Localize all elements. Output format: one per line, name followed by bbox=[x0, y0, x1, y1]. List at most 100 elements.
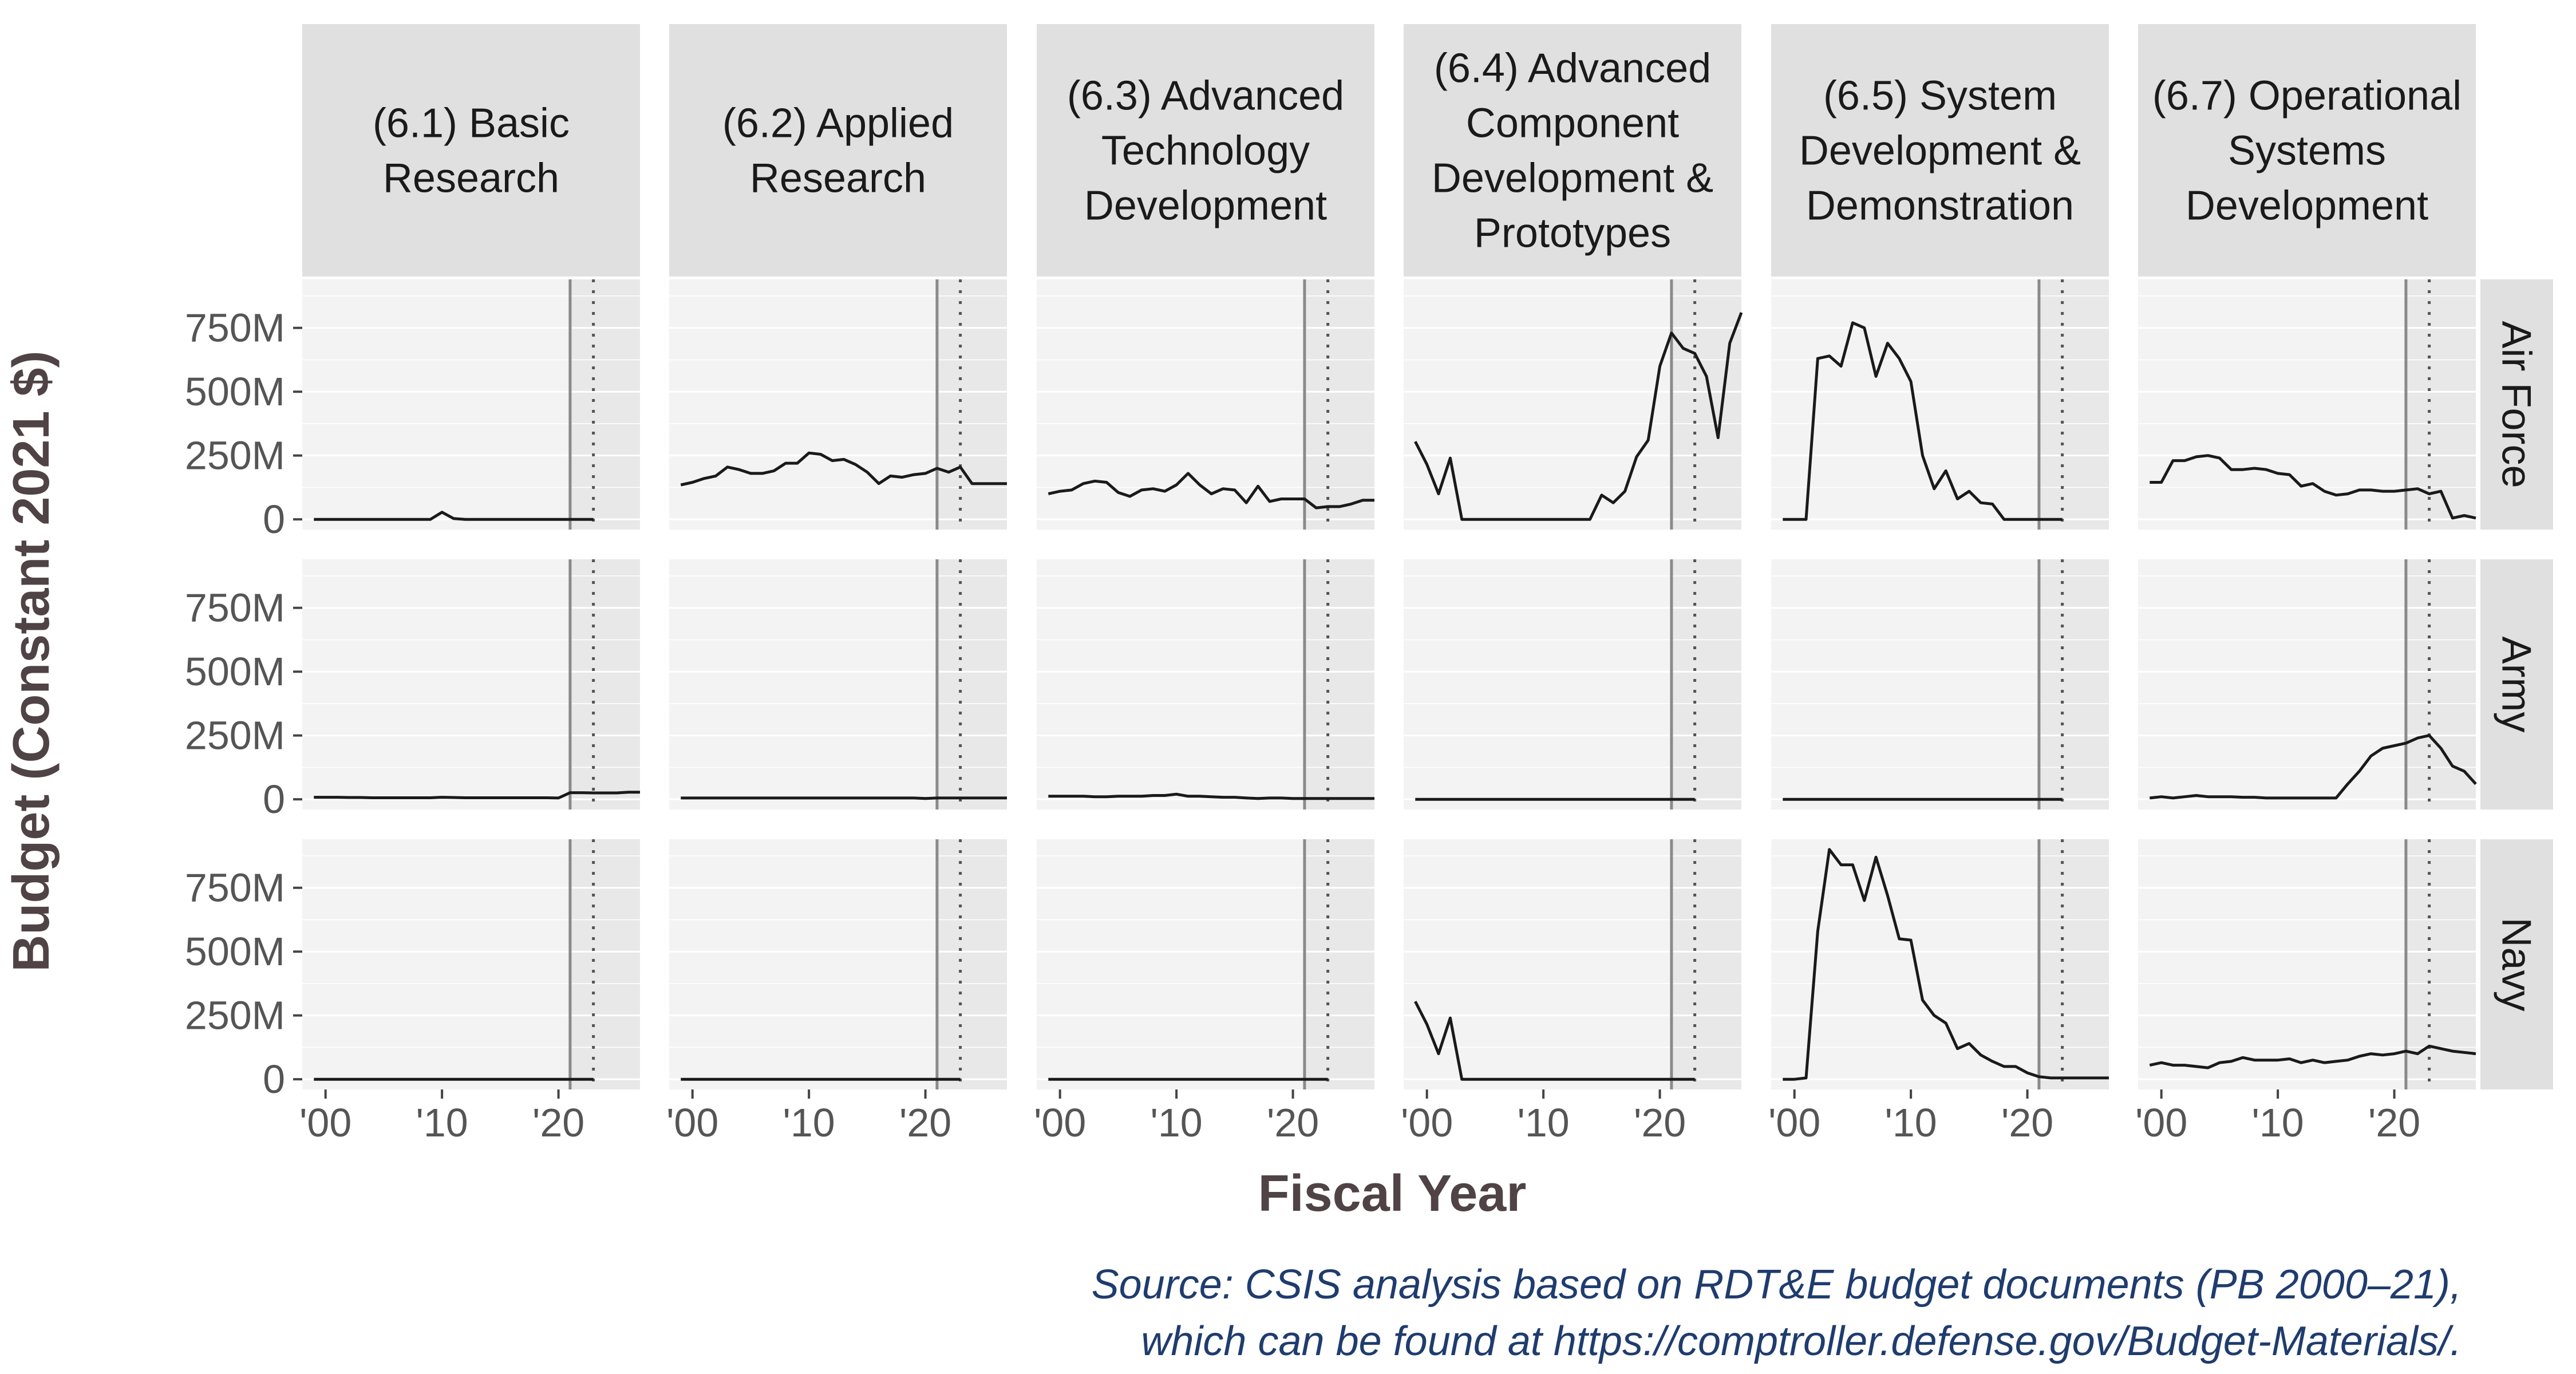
x-tick-label: '20 bbox=[899, 1100, 951, 1145]
panel-navy-6-5-system-development-demonstration bbox=[1771, 839, 2109, 1089]
series-line-air-force-6-5-system-development-demonstration bbox=[1783, 321, 2063, 521]
y-tick-label: 750M bbox=[185, 586, 285, 630]
series-line-air-force-6-3-advanced-technology-development bbox=[1048, 472, 1374, 510]
projection-band bbox=[570, 839, 640, 1089]
projection-band bbox=[570, 559, 640, 810]
panel-navy-6-7-operational-systems-development bbox=[2138, 839, 2476, 1089]
panel-army-6-5-system-development-demonstration bbox=[1771, 559, 2109, 810]
projection-band bbox=[937, 839, 1007, 1089]
x-tick-label: '20 bbox=[1267, 1100, 1319, 1145]
row-label-air-force: Air Force bbox=[2494, 321, 2539, 488]
x-tick-label: '20 bbox=[2368, 1100, 2420, 1145]
faceted-line-chart: (6.1) Basic Research (6.2) Applied Research… bbox=[3, 24, 2553, 1222]
series-line-army-6-7-operational-systems-development bbox=[2150, 734, 2477, 800]
strip-air-force bbox=[2480, 279, 2553, 530]
panel-air-force-6-4-advanced-component-development-prototypes bbox=[1404, 279, 1743, 530]
source-line-1: Source: CSIS analysis based on RDT&E bud… bbox=[1091, 1262, 2462, 1308]
strip-6-2-applied-research bbox=[669, 24, 1007, 277]
facet-label-6-7-operational-systems-development: (6.7) Operational Systems Development bbox=[2152, 73, 2462, 229]
x-tick-label: '10 bbox=[2252, 1100, 2304, 1145]
x-tick-label: '20 bbox=[1634, 1100, 1686, 1145]
panel-navy-6-1-basic-research bbox=[302, 839, 640, 1089]
series-line-army-6-2-applied-research bbox=[681, 796, 1007, 800]
panel-army-6-7-operational-systems-development bbox=[2138, 559, 2477, 810]
source-note: Source: CSIS analysis based on RDT&E bud… bbox=[773, 1257, 2462, 1370]
panel-air-force-6-7-operational-systems-development bbox=[2138, 279, 2476, 530]
x-tick-label: '10 bbox=[1518, 1100, 1570, 1145]
series-line-army-6-3-advanced-technology-development bbox=[1048, 792, 1374, 800]
y-tick-label: 0 bbox=[263, 497, 285, 542]
series-line-air-force-6-2-applied-research bbox=[680, 451, 1007, 487]
strip-6-4-advanced-component-development-prototypes bbox=[1404, 24, 1741, 277]
y-tick-label: 0 bbox=[263, 1057, 285, 1101]
series-line-air-force-6-4-advanced-component-development-prototypes bbox=[1414, 312, 1743, 521]
panel-army-6-2-applied-research bbox=[669, 559, 1007, 810]
y-tick-label: 750M bbox=[185, 306, 285, 350]
panel-navy-6-2-applied-research bbox=[669, 839, 1007, 1089]
y-axis-title: Budget (Constant 2021 $) bbox=[3, 350, 60, 972]
y-tick-label: 0 bbox=[263, 777, 285, 822]
projection-band bbox=[937, 279, 1007, 530]
strip-army bbox=[2480, 559, 2553, 810]
x-tick-label: '20 bbox=[2001, 1100, 2053, 1145]
projection-band bbox=[1304, 559, 1374, 810]
projection-band bbox=[1671, 279, 1741, 530]
x-tick-label: '00 bbox=[2135, 1100, 2187, 1145]
strip-navy bbox=[2480, 839, 2553, 1089]
x-tick-label: '00 bbox=[1768, 1100, 1820, 1145]
series-line-air-force-6-7-operational-systems-development bbox=[2150, 454, 2476, 520]
projection-band bbox=[2038, 279, 2109, 530]
panel-air-force-6-2-applied-research bbox=[669, 279, 1007, 530]
x-tick-label: '20 bbox=[532, 1100, 584, 1145]
projection-band bbox=[1304, 279, 1374, 530]
facet-label-6-1-basic-research: (6.1) Basic Research bbox=[373, 101, 570, 202]
panel-army-6-1-basic-research bbox=[302, 559, 640, 810]
strip-6-3-advanced-technology-development bbox=[1037, 24, 1374, 277]
panel-army-6-4-advanced-component-development-prototypes bbox=[1404, 559, 1741, 810]
x-tick-label: '00 bbox=[1401, 1100, 1453, 1145]
facet-label-6-3-advanced-technology-development: (6.3) Advanced Technology Development bbox=[1067, 73, 1344, 229]
y-tick-label: 500M bbox=[185, 369, 285, 414]
series-line-navy-6-7-operational-systems-development bbox=[2149, 1044, 2476, 1069]
x-tick-label: '10 bbox=[1151, 1100, 1203, 1145]
series-line-air-force-6-1-basic-research bbox=[314, 511, 594, 521]
row-label-navy: Navy bbox=[2494, 917, 2539, 1011]
projection-band bbox=[2038, 839, 2109, 1089]
y-tick-label: 250M bbox=[185, 713, 285, 758]
series-line-navy-6-4-advanced-component-development-prototypes bbox=[1414, 1001, 1695, 1081]
panel-army-6-3-advanced-technology-development bbox=[1037, 559, 1374, 810]
projection-band bbox=[570, 279, 640, 530]
row-label-army: Army bbox=[2494, 637, 2539, 733]
panel-air-force-6-1-basic-research bbox=[302, 279, 640, 530]
strip-6-7-operational-systems-development bbox=[2138, 24, 2476, 277]
panel-air-force-6-5-system-development-demonstration bbox=[1771, 279, 2109, 530]
projection-band bbox=[1671, 839, 1741, 1089]
projection-band bbox=[1304, 839, 1374, 1089]
series-line-army-6-1-basic-research bbox=[314, 791, 640, 800]
projection-band bbox=[2038, 559, 2109, 810]
y-tick-label: 750M bbox=[185, 866, 285, 910]
panel-air-force-6-3-advanced-technology-development bbox=[1037, 279, 1374, 530]
projection-band bbox=[937, 559, 1007, 810]
y-tick-label: 250M bbox=[185, 993, 285, 1038]
facet-label-6-4-advanced-component-development-prototypes: (6.4) Advanced Component Development & Prot… bbox=[1432, 46, 1713, 256]
y-tick-label: 500M bbox=[185, 649, 285, 694]
facet-label-6-2-applied-research: (6.2) Applied Research bbox=[722, 101, 954, 202]
y-tick-label: 250M bbox=[185, 433, 285, 478]
source-line-2: which can be found at https://comptrolle… bbox=[1141, 1318, 2462, 1364]
x-axis-title: Fiscal Year bbox=[1258, 1165, 1527, 1222]
x-tick-label: '00 bbox=[666, 1100, 718, 1145]
strip-6-5-system-development-demonstration bbox=[1771, 24, 2109, 277]
strip-6-1-basic-research bbox=[302, 24, 640, 277]
x-tick-label: '00 bbox=[1034, 1100, 1086, 1145]
x-tick-label: '00 bbox=[299, 1100, 351, 1145]
x-tick-label: '10 bbox=[1885, 1100, 1937, 1145]
x-tick-label: '10 bbox=[783, 1100, 835, 1145]
projection-band bbox=[1671, 559, 1741, 810]
series-line-navy-6-5-system-development-demonstration bbox=[1783, 848, 2109, 1081]
panel-navy-6-3-advanced-technology-development bbox=[1037, 839, 1374, 1089]
y-tick-label: 500M bbox=[185, 929, 285, 974]
x-tick-label: '10 bbox=[416, 1100, 468, 1145]
facet-label-6-5-system-development-demonstration: (6.5) System Development & Demonstration bbox=[1799, 73, 2081, 229]
panel-navy-6-4-advanced-component-development-prototypes bbox=[1404, 839, 1741, 1089]
